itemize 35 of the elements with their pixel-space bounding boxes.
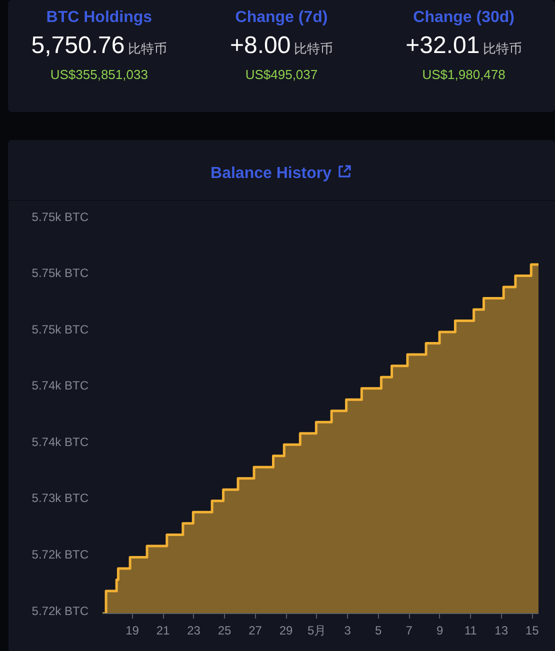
y-tick-label: 5.75k BTC [32,266,89,280]
text: 比特币 [483,41,522,56]
x-tick-label: 27 [248,624,262,638]
y-tick-label: 5.75k BTC [32,322,89,336]
x-tick-label: 21 [156,624,170,638]
y-tick-label: 5.72k BTC [32,548,89,562]
x-tick-label: 23 [187,624,201,638]
x-tick-label: 5 [374,624,382,638]
x-tick-label: 9 [436,624,444,638]
x-tick-label: 15 [525,624,540,638]
x-tick-label: 19 [126,624,140,638]
text: 5,750.76 [31,32,125,59]
x-tick-label: 5月 [307,624,326,638]
text: US$495,037 [244,66,319,84]
x-tick-label: 3 [344,624,352,638]
y-tick-label: 5.75k BTC [32,210,89,224]
y-tick-label: 5.74k BTC [32,434,89,449]
x-tick-label: 11 [464,624,478,638]
chart-title: Balance History [210,165,332,182]
y-tick-label: 5.72k BTC [32,604,89,618]
text: Change (30d) [412,8,516,28]
text: US$1,980,478 [421,66,506,84]
y-tick-label: 5.74k BTC [32,378,89,393]
x-tick-label: 25 [218,624,232,638]
text: +32.01 [406,32,480,59]
text: BTC Holdings [45,8,154,28]
x-tick-label: 13 [494,624,508,638]
text: US$355,851,033 [49,66,149,84]
text: Change (7d) [234,8,329,28]
text: 比特币 [294,41,334,56]
x-tick-label: 29 [279,624,294,638]
text: +8.00 [230,32,291,59]
x-tick-label: 7 [406,624,413,638]
y-tick-label: 5.73k BTC [32,491,89,506]
text: 比特币 [128,41,168,56]
